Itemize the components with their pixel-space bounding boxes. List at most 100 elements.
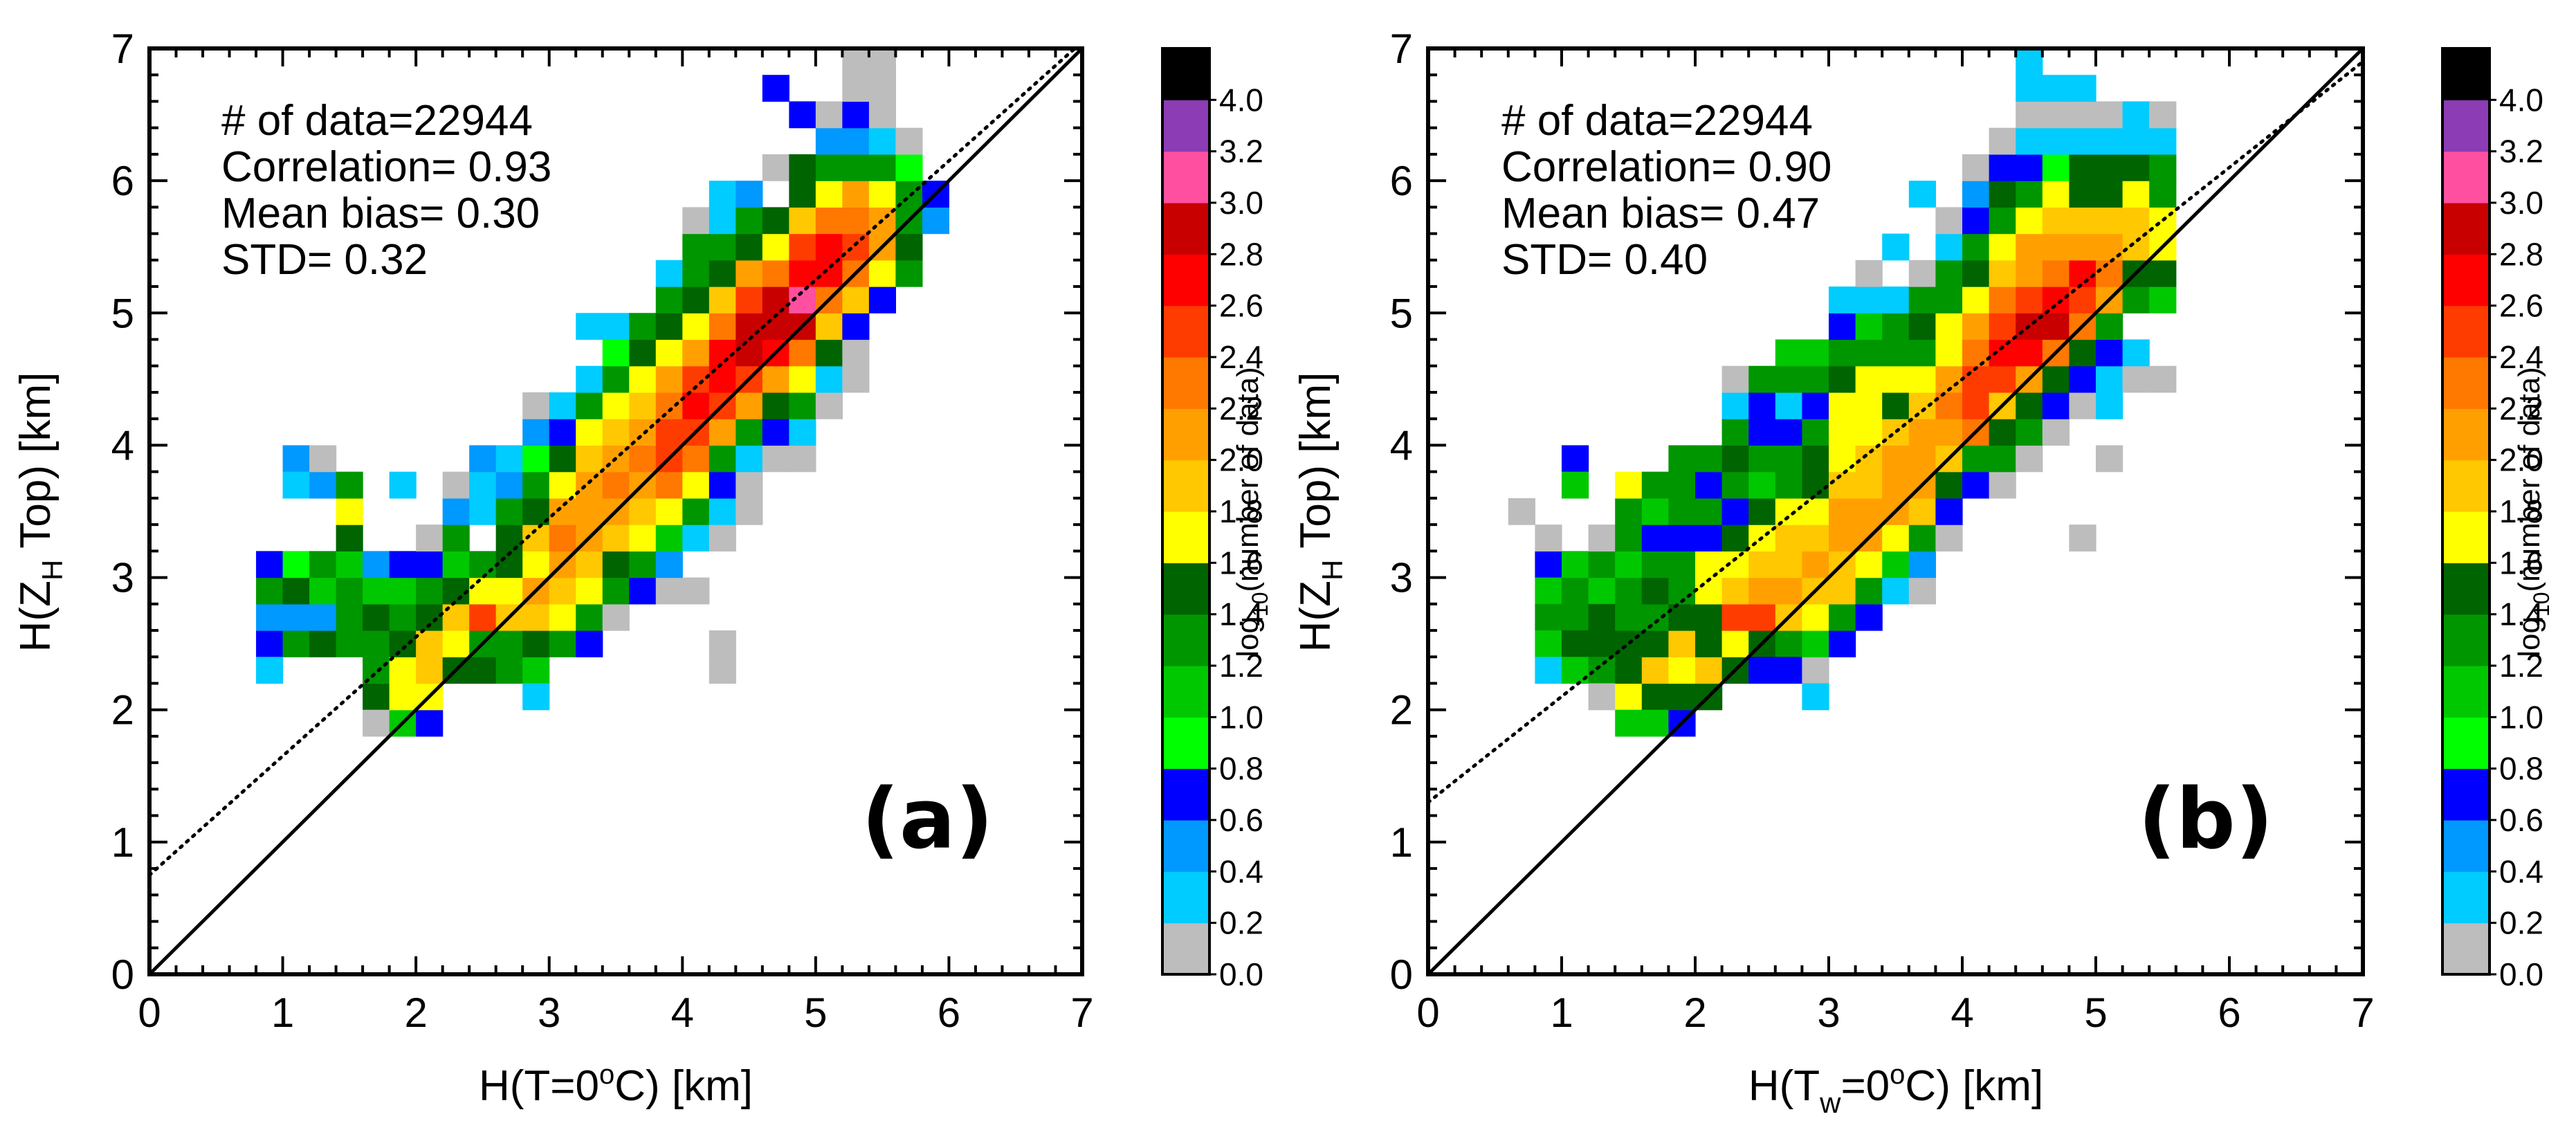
heatmap-cell — [2016, 127, 2043, 155]
heatmap-cell — [1668, 657, 1696, 684]
heatmap-cell — [1908, 392, 1936, 419]
colorbar-swatch — [2442, 48, 2490, 100]
heatmap-cell — [495, 630, 523, 657]
colorbar-tick-label: 2.2 — [2499, 390, 2543, 426]
cb-title-b-pre: log — [2512, 617, 2546, 657]
heatmap-cell — [736, 339, 763, 367]
heatmap-cell — [1855, 498, 1883, 525]
colorbar-tick-label: 0.2 — [2499, 905, 2543, 941]
heatmap-cell — [495, 525, 523, 552]
heatmap-cell — [2069, 75, 2097, 102]
heatmap-cell — [495, 657, 523, 684]
heatmap-cell — [815, 365, 843, 393]
colorbar-tick-label: 3.2 — [2499, 134, 2543, 170]
heatmap-cell — [416, 630, 444, 657]
colorbar-swatch — [2442, 717, 2490, 769]
heatmap-cell — [576, 313, 603, 340]
heatmap-cell — [495, 498, 523, 525]
heatmap-cell — [789, 339, 816, 367]
heatmap-cell — [1535, 630, 1562, 657]
colorbar-swatch — [2442, 100, 2490, 152]
colorbar-swatch — [1162, 100, 1209, 152]
colorbar-swatch — [2442, 511, 2490, 563]
heatmap-cell — [655, 577, 683, 605]
heatmap-cell — [2016, 286, 2043, 313]
heatmap-cell — [1562, 630, 1589, 657]
heatmap-cell — [1535, 657, 1562, 684]
heatmap-cell — [1562, 445, 1589, 473]
colorbar-tick-label: 2.8 — [1219, 236, 1263, 272]
colorbar-a: 0.0 0.2 0.4 0.6 0.8 1.0 1.2 1.4 1.6 1.8 2.0 2.2 2.4 2… — [1161, 47, 1263, 992]
heatmap-cell — [2122, 154, 2150, 181]
heatmap-cell — [522, 445, 550, 473]
heatmap-cell — [1989, 233, 2016, 261]
heatmap-cell — [2122, 101, 2150, 129]
heatmap-cell — [256, 630, 284, 657]
colorbar-tick-label: 0.8 — [2499, 751, 2543, 787]
heatmap-cell — [309, 445, 337, 473]
heatmap-cell — [762, 286, 789, 313]
heatmap-cell — [1748, 577, 1776, 605]
y-label-a-post: Top) [km] — [12, 372, 60, 560]
heatmap-cell — [2016, 233, 2043, 261]
heatmap-cell — [736, 259, 763, 287]
heatmap-cell — [1989, 127, 2016, 155]
colorbar-swatch — [1162, 511, 1209, 563]
heatmap-cell — [1748, 365, 1776, 393]
heatmap-cell — [363, 630, 390, 657]
heatmap-cell — [1989, 154, 2016, 181]
heatmap-cell — [1615, 471, 1643, 499]
y-tick-label: 1 — [1390, 819, 1413, 866]
heatmap-cell — [522, 392, 550, 419]
heatmap-cell — [442, 551, 470, 578]
heatmap-cell — [1802, 525, 1829, 552]
heatmap-cell — [2096, 445, 2123, 473]
heatmap-cell — [2016, 181, 2043, 208]
heatmap-cell — [1721, 603, 1749, 631]
x-tick-label: 2 — [404, 990, 427, 1036]
heatmap-cell — [1588, 551, 1616, 578]
y-tick-label: 6 — [111, 158, 134, 204]
y-label-b-sub: H — [1316, 560, 1349, 581]
heatmap-cell — [336, 603, 363, 631]
y-tick-label: 0 — [1390, 951, 1413, 998]
heatmap-cell — [1855, 286, 1883, 313]
y-tick-label: 7 — [1390, 26, 1413, 72]
heatmap-cell — [2069, 127, 2097, 155]
heatmap-cell — [842, 127, 870, 155]
colorbar-swatch — [2442, 203, 2490, 255]
heatmap-cell — [282, 577, 310, 605]
colorbar-swatch — [2442, 666, 2490, 718]
heatmap-cell — [1908, 498, 1936, 525]
heatmap-cell — [469, 498, 497, 525]
heatmap-cell — [1855, 339, 1883, 367]
heatmap-cell — [549, 471, 576, 499]
heatmap-cell — [2042, 313, 2070, 340]
heatmap-cell — [815, 181, 843, 208]
heatmap-cell — [363, 603, 390, 631]
heatmap-cell — [815, 207, 843, 235]
colorbar-swatch — [1162, 203, 1209, 255]
colorbar-tick-label: 2.0 — [2499, 442, 2543, 478]
heatmap-cell — [2069, 392, 2097, 419]
heatmap-cell — [629, 313, 657, 340]
colorbar-title-a: log10(number of data) — [1231, 367, 1272, 657]
colorbar-swatch — [1162, 563, 1209, 615]
heatmap-cell — [576, 630, 603, 657]
heatmap-cell — [868, 181, 896, 208]
heatmap-cell — [1695, 498, 1723, 525]
heatmap-cell — [1535, 551, 1562, 578]
stat-ndata-b: # of data=22944 — [1501, 97, 1813, 145]
heatmap-cell — [1615, 525, 1643, 552]
heatmap-cell — [762, 207, 789, 235]
colorbar-tick-label: 2.2 — [1219, 390, 1263, 426]
stat-mean-bias-b: Mean bias= 0.47 — [1501, 190, 1820, 237]
heatmap-cell — [1855, 445, 1883, 473]
heatmap-cell — [389, 471, 417, 499]
heatmap-cell — [1855, 392, 1883, 419]
colorbar-swatch — [1162, 48, 1209, 100]
heatmap-cell — [2042, 365, 2070, 393]
colorbar-tick-label: 3.2 — [1219, 134, 1263, 170]
heatmap-cell — [576, 419, 603, 446]
x-tick-label: 3 — [538, 990, 560, 1036]
